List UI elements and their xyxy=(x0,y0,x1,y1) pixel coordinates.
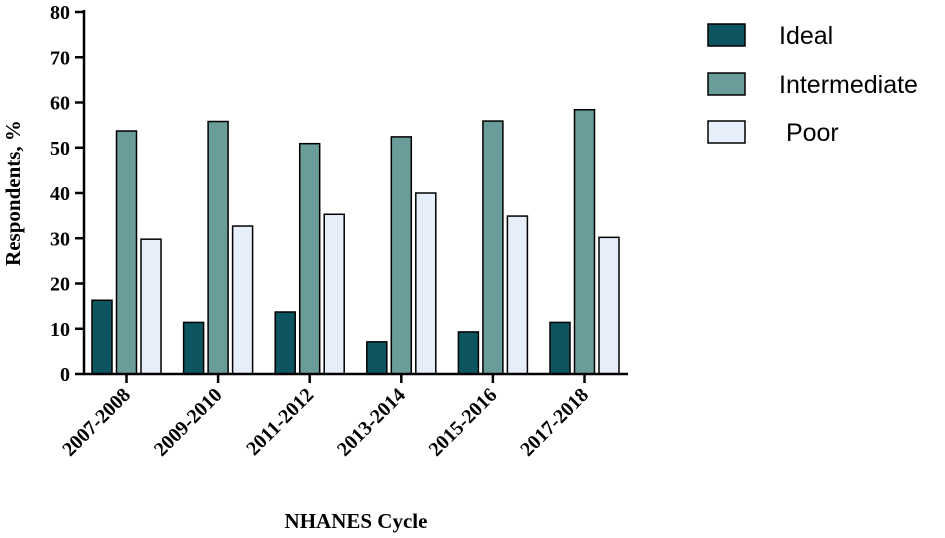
y-tick-label-70: 70 xyxy=(50,47,70,69)
y-tick-label-20: 20 xyxy=(50,274,70,296)
y-tick-label-0: 0 xyxy=(60,364,70,386)
x-tick-label-2017-2018: 2017-2018 xyxy=(516,384,593,461)
bar-poor-2009-2010 xyxy=(231,225,254,375)
y-tick-label-30: 30 xyxy=(50,228,70,250)
bar-intermediate-2011-2012 xyxy=(298,142,321,375)
bar-ideal-2013-2014 xyxy=(366,341,388,375)
bar-ideal-2017-2018 xyxy=(549,321,571,375)
x-tick-label-2015-2016: 2015-2016 xyxy=(425,384,502,461)
y-tick-label-50: 50 xyxy=(50,138,70,160)
bar-intermediate-2013-2014 xyxy=(390,136,413,375)
bar-poor-2015-2016 xyxy=(506,215,529,375)
x-tick-label-2007-2008: 2007-2008 xyxy=(58,384,135,461)
bar-poor-2011-2012 xyxy=(323,213,345,375)
bar-poor-2017-2018 xyxy=(598,236,620,375)
legend: Ideal Intermediate Poor xyxy=(707,22,918,147)
x-tick-label-2009-2010: 2009-2010 xyxy=(150,384,227,461)
legend-label-intermediate: Intermediate xyxy=(779,71,918,99)
y-tick-label-60: 60 xyxy=(50,93,70,115)
bar-ideal-2011-2012 xyxy=(274,311,296,375)
bar-intermediate-2017-2018 xyxy=(573,108,596,375)
legend-swatch-poor xyxy=(707,120,746,144)
bar-poor-2007-2008 xyxy=(140,238,162,375)
bar-ideal-2009-2010 xyxy=(182,321,205,375)
x-tick-label-2011-2012: 2011-2012 xyxy=(242,384,318,460)
bar-intermediate-2007-2008 xyxy=(115,130,138,375)
y-axis-title: Respondents, % xyxy=(1,120,25,266)
legend-swatch-ideal xyxy=(707,23,746,47)
legend-label-poor: Poor xyxy=(779,119,839,147)
bar-poor-2013-2014 xyxy=(415,192,437,375)
bars-layer xyxy=(91,108,620,375)
legend-label-ideal: Ideal xyxy=(779,22,833,50)
bar-ideal-2015-2016 xyxy=(457,331,480,375)
legend-swatch-intermediate xyxy=(707,72,746,96)
bar-ideal-2007-2008 xyxy=(91,299,113,375)
bar-intermediate-2015-2016 xyxy=(482,120,504,375)
y-tick-label-40: 40 xyxy=(50,183,70,205)
y-tick-label-80: 80 xyxy=(50,2,70,24)
x-axis-title: NHANES Cycle xyxy=(285,509,428,533)
x-tick-label-2013-2014: 2013-2014 xyxy=(333,384,410,461)
y-tick-label-10: 10 xyxy=(50,319,70,341)
bar-intermediate-2009-2010 xyxy=(207,120,229,375)
